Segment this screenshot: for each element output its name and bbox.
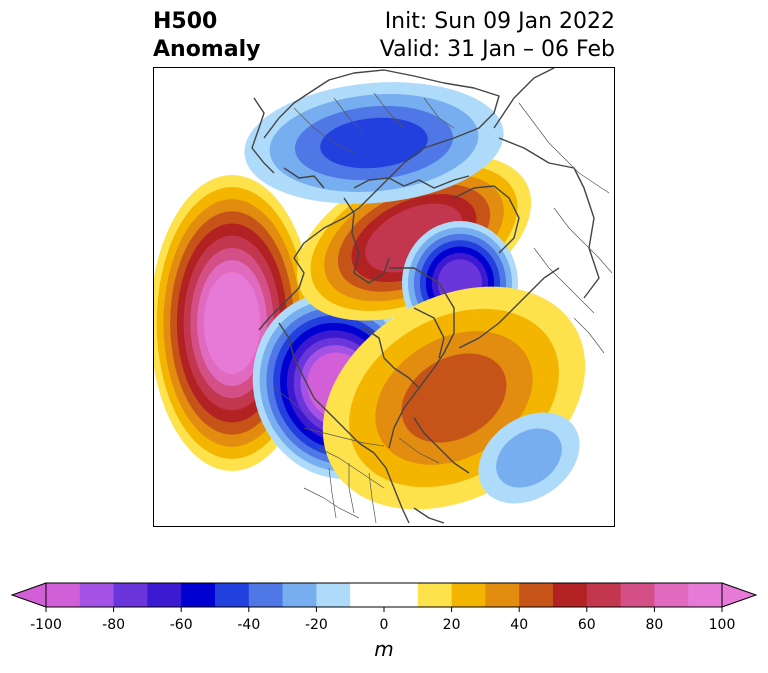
colorbar-segment [46, 583, 81, 607]
colorbar-tick-label: -20 [305, 617, 328, 633]
colorbar-segment [350, 583, 385, 607]
title-line-1: H500 [153, 9, 218, 34]
anomaly-map-svg [154, 68, 613, 524]
anomaly-contour [320, 117, 428, 169]
colorbar-segment [282, 583, 317, 607]
colorbar-tick-label: 80 [645, 617, 663, 633]
colorbar-tick-label: 0 [380, 617, 389, 633]
colorbar-segment [316, 583, 351, 607]
colorbar-segment [620, 583, 655, 607]
colorbar-segment [688, 583, 723, 607]
colorbar-segment [586, 583, 622, 607]
valid-period: Valid: 31 Jan – 06 Feb [379, 37, 615, 62]
colorbar-segment [451, 583, 486, 607]
colorbar-tick-label: -100 [30, 617, 62, 633]
colorbar-segment [215, 583, 250, 607]
colorbar-segment [519, 583, 554, 607]
colorbar-tick-label: 100 [709, 617, 736, 633]
colorbar-tick-label: 20 [443, 617, 461, 633]
colorbar-segment [113, 583, 148, 607]
colorbar-segment [485, 583, 520, 607]
colorbar-segment [654, 583, 689, 607]
colorbar-tick-label: 60 [578, 617, 596, 633]
colorbar-tick-label: 40 [510, 617, 528, 633]
anomaly-contour [496, 428, 562, 488]
colorbar-segment [248, 583, 284, 607]
title-line-2: Anomaly [153, 37, 261, 62]
colorbar-extend-low [10, 582, 47, 608]
colorbar-segment [384, 583, 419, 607]
colorbar-unit: m [374, 637, 393, 661]
colorbar-segment [417, 583, 453, 607]
chart-title: H500 Anomaly [153, 8, 260, 64]
colorbar-segment [553, 583, 588, 607]
positive-anomaly-north-pacific [154, 175, 314, 471]
colorbar: -100 -80 -60 -40 -20 0 20 40 60 80 100 m [10, 578, 758, 668]
colorbar-tick-label: -80 [102, 617, 125, 633]
colorbar-segment [181, 583, 216, 607]
borders [273, 92, 613, 524]
run-info: Init: Sun 09 Jan 2022 Valid: 31 Jan – 06… [380, 8, 615, 64]
colorbar-segment [147, 583, 182, 607]
colorbar-extend-high [721, 582, 758, 608]
colorbar-svg: -100 -80 -60 -40 -20 0 20 40 60 80 100 m [10, 582, 758, 661]
init-time: Init: Sun 09 Jan 2022 [384, 9, 615, 34]
colorbar-tick-label: -60 [170, 617, 193, 633]
coastlines [251, 68, 600, 524]
anomaly-contour [210, 284, 254, 362]
colorbar-tick-label: -40 [237, 617, 260, 633]
negative-anomaly-mid-atlantic [478, 412, 580, 504]
negative-anomaly-north-asia [244, 82, 504, 204]
colorbar-segment [79, 583, 115, 607]
anomaly-map [153, 67, 615, 527]
